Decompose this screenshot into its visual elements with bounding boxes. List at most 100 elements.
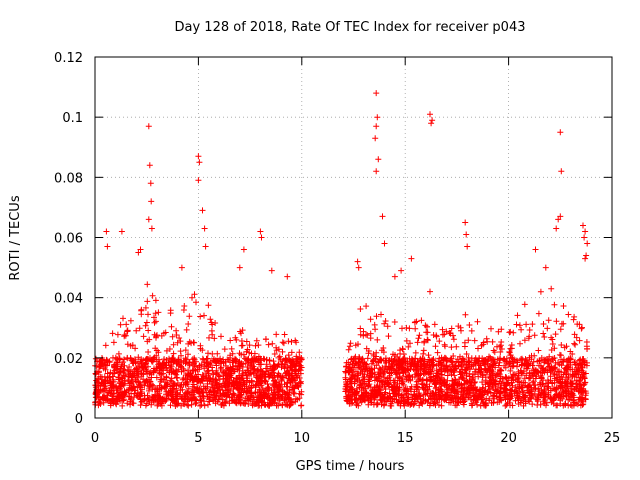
data-point xyxy=(551,345,558,352)
data-point xyxy=(423,329,430,336)
data-point xyxy=(122,332,129,339)
data-point xyxy=(245,393,252,400)
data-point xyxy=(385,333,392,340)
data-point xyxy=(581,375,588,382)
data-point xyxy=(420,350,427,357)
data-point xyxy=(117,379,123,386)
data-point xyxy=(96,398,103,405)
data-point xyxy=(266,396,273,403)
data-point xyxy=(140,397,147,404)
data-point-outlier xyxy=(257,228,264,235)
data-point xyxy=(363,381,370,388)
data-point xyxy=(290,389,297,396)
data-point xyxy=(489,338,496,345)
x-tick-label: 0 xyxy=(91,431,99,446)
data-point xyxy=(293,339,300,346)
data-point xyxy=(257,378,264,385)
data-point xyxy=(116,368,123,375)
data-point xyxy=(280,340,287,347)
data-point xyxy=(92,355,99,362)
data-point xyxy=(444,386,451,393)
data-point xyxy=(239,372,245,379)
data-point xyxy=(142,363,149,370)
data-point xyxy=(174,360,181,367)
data-point xyxy=(248,361,255,368)
data-point xyxy=(102,342,109,349)
data-point xyxy=(277,384,284,390)
data-point xyxy=(571,331,578,338)
data-point xyxy=(124,327,131,334)
data-point xyxy=(448,325,455,332)
data-point xyxy=(509,382,516,389)
data-point xyxy=(190,367,197,373)
data-point-outlier xyxy=(145,123,152,130)
data-point xyxy=(357,306,364,312)
data-point xyxy=(244,367,251,374)
data-point xyxy=(475,345,481,352)
data-point xyxy=(238,330,244,337)
data-point-outlier xyxy=(427,111,433,118)
data-point xyxy=(143,368,149,375)
data-point xyxy=(465,337,472,344)
data-point xyxy=(460,401,467,408)
data-point xyxy=(237,392,244,398)
data-point xyxy=(279,401,286,408)
data-point xyxy=(263,336,269,343)
data-point-outlier xyxy=(381,240,388,247)
data-point xyxy=(134,390,141,397)
data-point xyxy=(170,382,177,389)
data-point xyxy=(143,400,150,407)
data-point xyxy=(357,331,364,338)
data-point xyxy=(132,345,139,352)
y-tick-label: 0.06 xyxy=(54,232,83,247)
data-point xyxy=(219,396,226,403)
data-point xyxy=(146,384,153,391)
data-point xyxy=(160,359,166,366)
data-point xyxy=(540,330,547,337)
data-point xyxy=(239,375,246,381)
data-point xyxy=(136,325,143,332)
data-point-outlier xyxy=(145,216,152,223)
data-point xyxy=(119,402,126,409)
data-point xyxy=(211,335,218,342)
data-point xyxy=(266,385,273,392)
data-point xyxy=(171,397,177,404)
data-point xyxy=(497,342,504,349)
data-point xyxy=(432,385,439,392)
data-point xyxy=(450,336,457,343)
data-point xyxy=(198,397,205,404)
data-point xyxy=(110,390,117,397)
data-point-outlier xyxy=(258,234,265,241)
data-point xyxy=(145,379,151,386)
data-point xyxy=(206,389,213,396)
data-point xyxy=(516,322,523,329)
data-point xyxy=(275,346,282,353)
data-point xyxy=(292,370,299,377)
data-point xyxy=(240,377,247,384)
data-point-outlier xyxy=(557,129,564,136)
data-point-outlier xyxy=(103,228,110,235)
data-point xyxy=(174,339,181,346)
data-point xyxy=(120,315,126,322)
data-point xyxy=(170,350,177,357)
data-point xyxy=(513,321,520,328)
data-point-outlier xyxy=(542,264,549,271)
data-point xyxy=(162,398,169,404)
data-point xyxy=(247,365,254,372)
data-point-outlier xyxy=(558,168,565,175)
data-point xyxy=(374,400,381,406)
data-point xyxy=(360,328,367,335)
data-point xyxy=(488,325,494,332)
data-point xyxy=(426,383,433,390)
data-point xyxy=(151,386,158,393)
data-point xyxy=(167,307,174,314)
data-point xyxy=(186,338,193,345)
data-point xyxy=(271,399,278,406)
data-point xyxy=(227,337,234,344)
data-point xyxy=(472,366,479,373)
data-point xyxy=(135,354,142,361)
data-point xyxy=(167,402,174,409)
data-point-outlier xyxy=(375,156,382,163)
data-point xyxy=(191,360,197,367)
data-point xyxy=(553,318,560,325)
